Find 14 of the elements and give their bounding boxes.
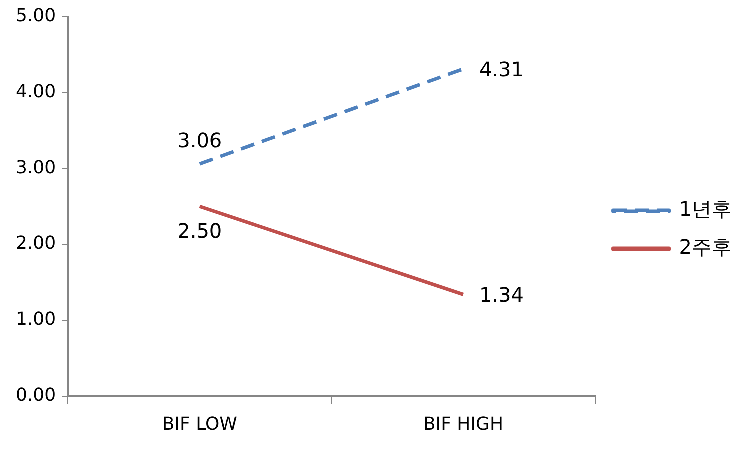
data-label: 2.50 [178, 218, 222, 243]
y-tick-label: 5.00 [16, 5, 56, 26]
legend-label: 2주후 [679, 235, 732, 260]
y-tick-label: 3.00 [16, 157, 56, 178]
y-tick-label: 1.00 [16, 309, 56, 330]
y-tick-label: 2.00 [16, 233, 56, 254]
data-label: 3.06 [178, 128, 222, 152]
x-tick-label: BIF HIGH [423, 414, 504, 435]
y-tick-label: 0.00 [16, 385, 56, 406]
x-tick-label: BIF LOW [162, 414, 238, 435]
data-label: 1.34 [479, 282, 524, 307]
y-tick-label: 4.00 [16, 81, 56, 102]
data-label: 4.31 [479, 57, 524, 82]
legend-label: 1년후 [679, 197, 732, 222]
